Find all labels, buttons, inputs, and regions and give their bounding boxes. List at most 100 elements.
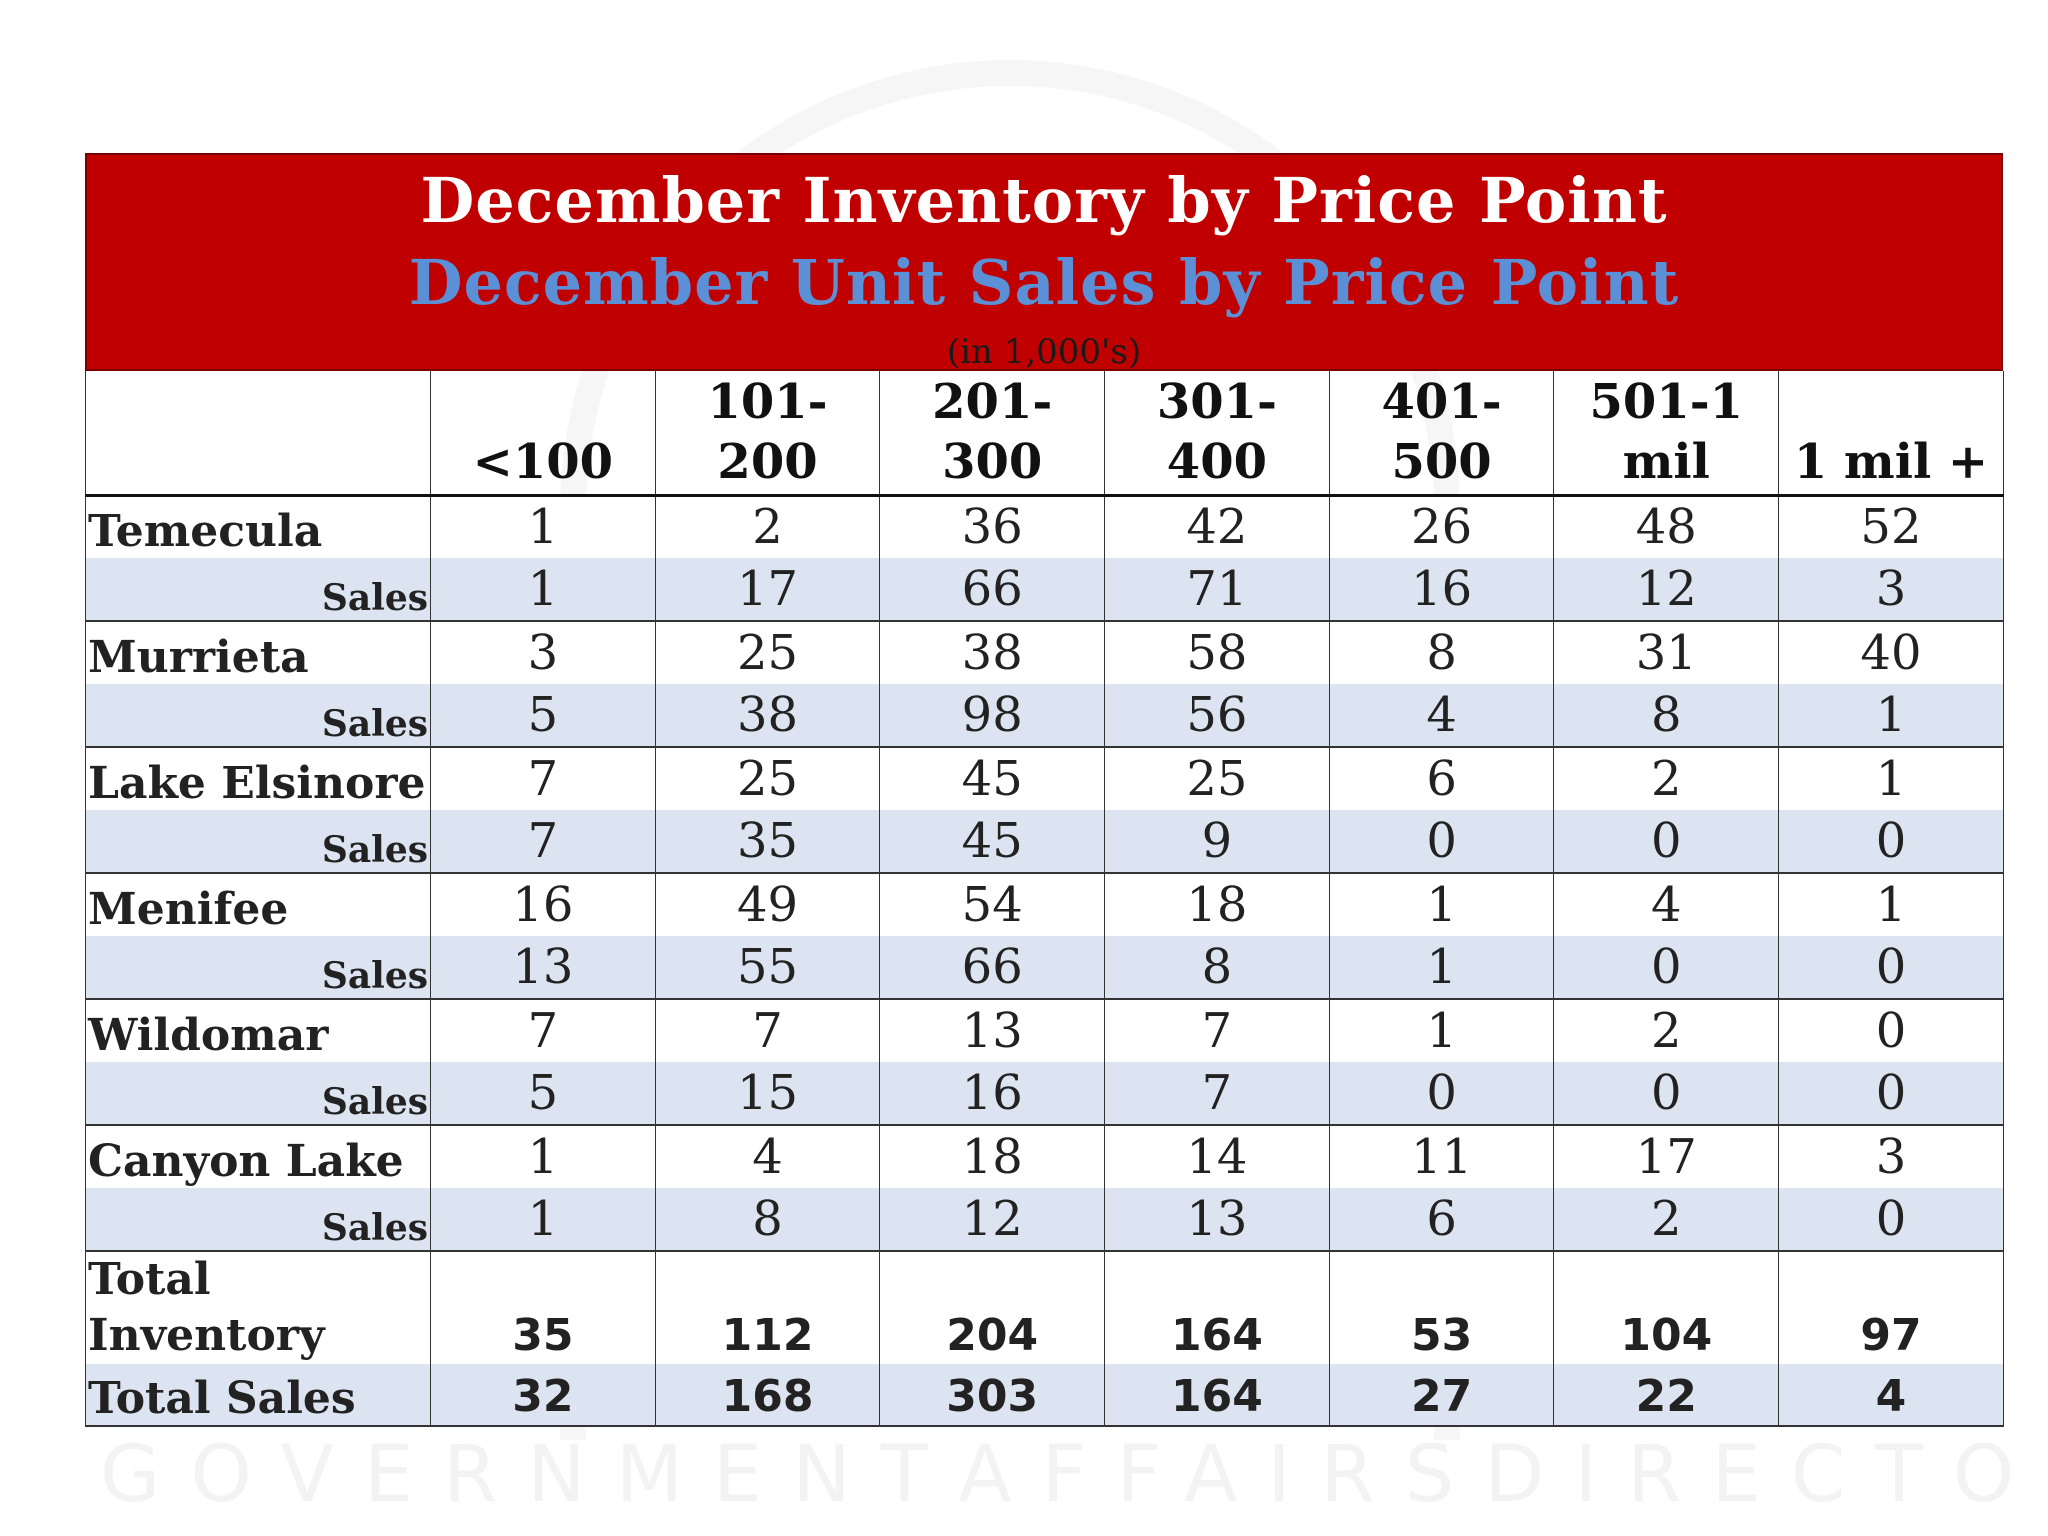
column-header: 201- 300 xyxy=(879,371,1106,497)
column-header: 301- 400 xyxy=(1104,371,1330,497)
city-label: Lake Elsinore xyxy=(85,747,431,810)
city-label: Temecula xyxy=(85,495,431,558)
sales-cell: 1 xyxy=(1328,936,1555,1000)
sales-cell: 38 xyxy=(654,684,881,748)
column-header: 501-1 mil xyxy=(1553,371,1780,497)
sales-cell: 0 xyxy=(1553,936,1780,1000)
inventory-cell: 16 xyxy=(430,873,656,936)
sales-cell: 45 xyxy=(879,810,1106,874)
sales-cell: 55 xyxy=(654,936,881,1000)
inventory-cell: 36 xyxy=(879,495,1106,558)
column-header-row: <100 101- 200 201- 300 301- 400 401- 500 501-1 mil… xyxy=(85,371,2004,497)
inventory-cell: 40 xyxy=(1778,621,2004,684)
inventory-cell: 25 xyxy=(1104,747,1330,810)
inventory-cell: 31 xyxy=(1553,621,1780,684)
inventory-cell: 38 xyxy=(879,621,1106,684)
column-header: 1 mil + xyxy=(1778,371,2004,497)
inventory-cell: 42 xyxy=(1104,495,1330,558)
sales-cell: 8 xyxy=(1553,684,1780,748)
sales-cell: 66 xyxy=(879,558,1106,622)
inventory-cell: 54 xyxy=(879,873,1106,936)
table-header-band: December Inventory by Price Point Decemb… xyxy=(85,153,2003,371)
total-sales-cell: 303 xyxy=(879,1364,1106,1427)
inventory-cell: 26 xyxy=(1328,495,1555,558)
sales-cell: 1 xyxy=(430,558,656,622)
sales-row: Sales 5 38 98 56 4 8 1 xyxy=(85,684,2004,748)
sales-cell: 13 xyxy=(430,936,656,1000)
inventory-cell: 18 xyxy=(879,1125,1106,1188)
sales-cell: 12 xyxy=(879,1188,1106,1252)
inventory-cell: 1 xyxy=(1328,999,1555,1062)
sales-label: Sales xyxy=(85,810,431,874)
inventory-row: Wildomar 7 7 13 7 1 2 0 xyxy=(85,999,2004,1062)
watermark-word: DIRECTOR xyxy=(1484,1430,2048,1520)
sales-cell: 0 xyxy=(1778,810,2004,874)
sales-label: Sales xyxy=(85,684,431,748)
sales-cell: 2 xyxy=(1553,1188,1780,1252)
sales-cell: 0 xyxy=(1778,1062,2004,1126)
sales-cell: 0 xyxy=(1553,1062,1780,1126)
watermark-word: AFFAIRS xyxy=(958,1430,1485,1520)
inventory-cell: 3 xyxy=(1778,1125,2004,1188)
sales-cell: 0 xyxy=(1778,1188,2004,1252)
chart-title: December Inventory by Price Point xyxy=(420,164,1668,237)
sales-cell: 3 xyxy=(1778,558,2004,622)
inventory-cell: 58 xyxy=(1104,621,1330,684)
city-label: Murrieta xyxy=(85,621,431,684)
inventory-cell: 1 xyxy=(430,1125,656,1188)
sales-cell: 4 xyxy=(1328,684,1555,748)
inventory-cell: 17 xyxy=(1553,1125,1780,1188)
sales-cell: 35 xyxy=(654,810,881,874)
inventory-cell: 1 xyxy=(1778,747,2004,810)
column-header: 101- 200 xyxy=(654,371,881,497)
sales-row: Sales 7 35 45 9 0 0 0 xyxy=(85,810,2004,874)
total-sales-cell: 27 xyxy=(1328,1364,1555,1427)
sales-cell: 5 xyxy=(430,1062,656,1126)
inventory-cell: 1 xyxy=(1778,873,2004,936)
sales-cell: 8 xyxy=(654,1188,881,1252)
inventory-row: Menifee 16 49 54 18 1 4 1 xyxy=(85,873,2004,936)
inventory-cell: 8 xyxy=(1328,621,1555,684)
sales-cell: 6 xyxy=(1328,1188,1555,1252)
sales-cell: 0 xyxy=(1328,1062,1555,1126)
sales-cell: 8 xyxy=(1104,936,1330,1000)
total-inventory-cell: 53 xyxy=(1328,1250,1555,1364)
inventory-cell: 4 xyxy=(1553,873,1780,936)
sales-row: Sales 1 17 66 71 16 12 3 xyxy=(85,558,2004,622)
total-inventory-cell: 104 xyxy=(1553,1250,1780,1364)
inventory-cell: 11 xyxy=(1328,1125,1555,1188)
inventory-cell: 4 xyxy=(654,1125,881,1188)
inventory-cell: 2 xyxy=(1553,747,1780,810)
total-inventory-cell: 204 xyxy=(879,1250,1106,1364)
total-inventory-cell: 164 xyxy=(1104,1250,1330,1364)
inventory-cell: 2 xyxy=(654,495,881,558)
inventory-cell: 1 xyxy=(1328,873,1555,936)
watermark-word: GOVERNMENT xyxy=(100,1430,959,1520)
total-inventory-label: Total Inventory xyxy=(85,1250,431,1364)
inventory-cell: 14 xyxy=(1104,1125,1330,1188)
inventory-cell: 1 xyxy=(430,495,656,558)
total-sales-cell: 168 xyxy=(654,1364,881,1427)
unit-note: (in 1,000's) xyxy=(946,332,1142,372)
sales-cell: 5 xyxy=(430,684,656,748)
sales-cell: 16 xyxy=(879,1062,1106,1126)
sales-cell: 13 xyxy=(1104,1188,1330,1252)
sales-cell: 66 xyxy=(879,936,1106,1000)
sales-label: Sales xyxy=(85,1188,431,1252)
total-sales-cell: 22 xyxy=(1553,1364,1780,1427)
price-point-table: December Inventory by Price Point Decemb… xyxy=(85,153,2004,1427)
inventory-cell: 0 xyxy=(1778,999,2004,1062)
column-header: <100 xyxy=(430,371,656,497)
watermark-text: GOVERNMENT AFFAIRS DIRECTOR xyxy=(100,1430,2048,1520)
sales-label: Sales xyxy=(85,558,431,622)
inventory-cell: 6 xyxy=(1328,747,1555,810)
city-label: Canyon Lake xyxy=(85,1125,431,1188)
sales-cell: 0 xyxy=(1553,810,1780,874)
inventory-cell: 52 xyxy=(1778,495,2004,558)
city-label: Wildomar xyxy=(85,999,431,1062)
data-table: <100 101- 200 201- 300 301- 400 401- 500 501-1 mil… xyxy=(85,371,2004,1427)
sales-cell: 71 xyxy=(1104,558,1330,622)
sales-cell: 7 xyxy=(430,810,656,874)
sales-row: Sales 13 55 66 8 1 0 0 xyxy=(85,936,2004,1000)
sales-label: Sales xyxy=(85,1062,431,1126)
